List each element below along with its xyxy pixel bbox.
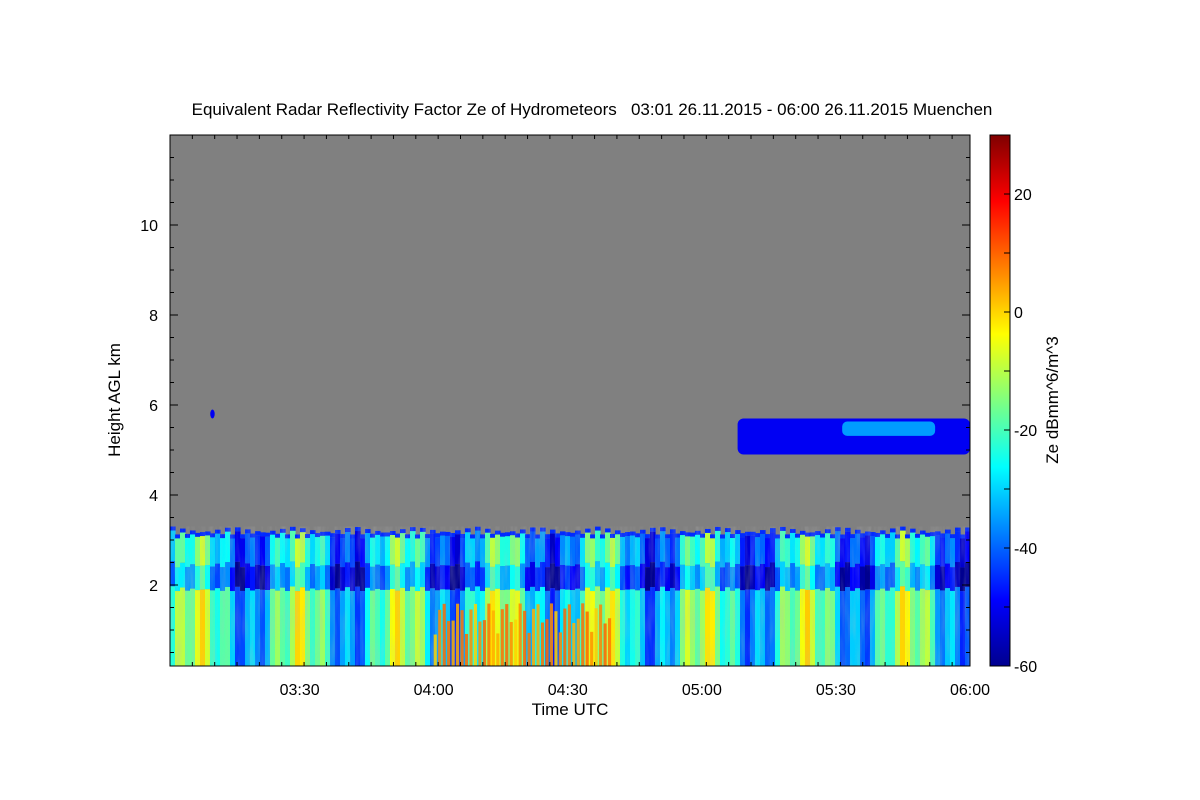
echo-core [549, 603, 554, 666]
x-tick-label: 06:00 [950, 682, 990, 699]
echo-core [451, 620, 455, 666]
echo-core [487, 603, 491, 666]
y-axis-title: Height AGL km [105, 343, 124, 457]
echo-core [464, 633, 469, 666]
echo-feature [737, 418, 970, 455]
echo-core [473, 603, 478, 666]
x-axis: 03:30 04:00 04:30 05:00 05:30 06:00 [169, 135, 990, 699]
y-tick-label: 10 [140, 218, 158, 235]
echo-core [599, 604, 603, 666]
x-tick-label: 05:30 [816, 682, 856, 699]
echo-core [478, 621, 482, 666]
echo-core [509, 622, 513, 666]
y-tick-label: 8 [149, 308, 158, 325]
echo-core [482, 620, 486, 666]
y-tick-label: 6 [149, 398, 158, 415]
echo-feature [433, 603, 612, 666]
colorbar-gradient [989, 134, 1011, 667]
echo-core [540, 622, 545, 666]
echo-core [572, 622, 576, 666]
echo-core [558, 632, 562, 666]
echo-core [433, 634, 437, 666]
echo-core [563, 608, 567, 666]
y-tick-label: 2 [149, 578, 158, 595]
colorbar: 20 0 -20 -40 -60 Ze dBmm^6/m^3 [989, 134, 1062, 676]
echo-core [607, 618, 612, 666]
echo-core [456, 603, 460, 666]
y-axis: 2 4 6 8 10 [140, 157, 970, 653]
x-tick-label: 05:00 [682, 682, 722, 699]
echo-core [603, 623, 607, 666]
echo-core [523, 610, 527, 666]
colorbar-title: Ze dBmm^6/m^3 [1043, 336, 1062, 463]
echo-core [505, 604, 509, 666]
echo-core [442, 603, 446, 666]
echo-core [594, 608, 598, 666]
x-tick-label: 04:30 [548, 682, 588, 699]
echo-core [554, 611, 558, 666]
echo-core [438, 609, 442, 666]
chart-title: Equivalent Radar Reflectivity Factor Ze … [192, 100, 993, 119]
plot-frame [169, 134, 971, 667]
echo-core [536, 604, 540, 666]
colorbar-tick-label: -20 [1014, 423, 1037, 440]
echo-layer [170, 409, 970, 666]
echo-core [460, 610, 464, 666]
colorbar-tick-label: 0 [1014, 305, 1023, 322]
echo-core [469, 609, 473, 666]
echo-core [576, 618, 580, 666]
y-tick-label: 4 [149, 488, 158, 505]
echo-feature [210, 409, 215, 419]
echo-core [545, 619, 549, 666]
echo-core [581, 603, 585, 666]
echo-core [567, 604, 571, 666]
colorbar-ticks: 20 0 -20 -40 -60 [1004, 134, 1037, 676]
echo-core [514, 619, 518, 666]
colorbar-tick-label: -40 [1014, 541, 1037, 558]
echo-core [527, 632, 531, 666]
echo-core [585, 611, 589, 666]
echo-core [447, 621, 451, 666]
colorbar-tick-label: 20 [1014, 187, 1032, 204]
echo-core [532, 608, 536, 666]
echo-core [491, 610, 495, 666]
colorbar-tick-label: -60 [1014, 659, 1037, 676]
plot-area [169, 134, 971, 667]
echo-core [496, 633, 500, 666]
echo-core [500, 609, 504, 666]
echo-core [518, 603, 522, 666]
x-tick-label: 03:30 [280, 682, 320, 699]
echo-band [210, 409, 215, 419]
x-axis-title: Time UTC [532, 700, 609, 719]
echo-band-core [842, 421, 936, 436]
echo-core [590, 631, 594, 666]
x-tick-label: 04:00 [414, 682, 454, 699]
